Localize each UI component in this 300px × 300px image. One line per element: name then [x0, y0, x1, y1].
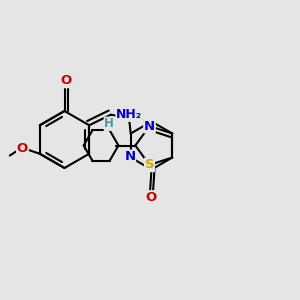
Text: N: N: [124, 150, 135, 164]
Text: O: O: [146, 191, 157, 204]
Text: N: N: [144, 120, 155, 133]
Text: O: O: [17, 142, 28, 155]
Text: H: H: [104, 117, 114, 130]
Text: S: S: [145, 158, 154, 171]
Text: NH₂: NH₂: [116, 108, 142, 121]
Text: O: O: [60, 74, 72, 88]
